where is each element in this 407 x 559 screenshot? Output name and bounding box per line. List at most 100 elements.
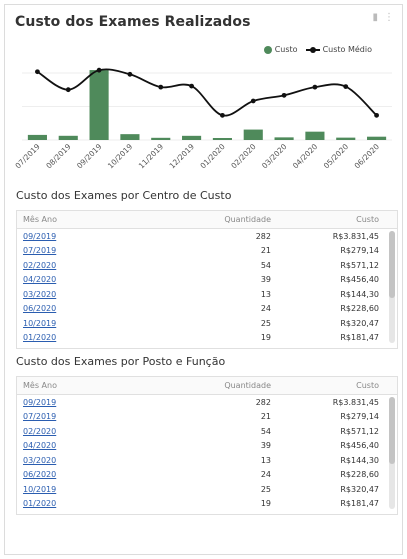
- point-custo-medio[interactable]: [220, 112, 225, 118]
- x-tick-label: 06/2020: [353, 142, 382, 171]
- x-tick-label: 10/2019: [106, 142, 135, 171]
- header-quantidade[interactable]: Quantidade: [224, 215, 271, 224]
- more-vertical-icon[interactable]: ⋮: [384, 12, 394, 23]
- point-custo-medio[interactable]: [312, 84, 318, 90]
- bar-custo[interactable]: [336, 137, 356, 140]
- cell-mes-ano[interactable]: 03/2020: [23, 289, 57, 299]
- cell-quantidade: 13: [260, 289, 271, 299]
- cell-mes-ano[interactable]: 09/2019: [23, 231, 57, 241]
- legend-item-custo-medio[interactable]: Custo Médio: [305, 45, 372, 54]
- page-title: Custo dos Exames Realizados: [15, 14, 251, 30]
- cell-mes-ano[interactable]: 06/2020: [23, 470, 57, 480]
- table-row[interactable]: 09/2019 282 R$3.831,45: [17, 395, 397, 410]
- legend-swatch-custo-medio: [305, 46, 320, 54]
- cell-mes-ano[interactable]: 04/2020: [23, 275, 57, 285]
- table-header: Mês Ano Quantidade Custo: [17, 377, 397, 395]
- scrollbar-thumb[interactable]: [389, 231, 395, 299]
- bar-custo[interactable]: [243, 129, 263, 140]
- header-quantidade[interactable]: Quantidade: [224, 381, 271, 390]
- table-header: Mês Ano Quantidade Custo: [17, 211, 397, 229]
- table-row[interactable]: 07/2019 21 R$279,14: [17, 244, 397, 259]
- point-custo-medio[interactable]: [65, 87, 71, 93]
- cell-custo: R$456,40: [340, 441, 379, 451]
- cell-custo: R$571,12: [340, 260, 379, 270]
- point-custo-medio[interactable]: [96, 67, 102, 73]
- bar-custo[interactable]: [274, 137, 294, 140]
- bar-custo[interactable]: [367, 136, 387, 140]
- table-posto-funcao: Mês Ano Quantidade Custo 09/2019 282 R$3.8…: [16, 376, 398, 515]
- scrollbar[interactable]: [389, 397, 395, 509]
- cell-custo: R$279,14: [340, 246, 379, 256]
- cell-quantidade: 21: [260, 412, 271, 422]
- point-custo-medio[interactable]: [189, 83, 194, 89]
- cell-custo: R$181,47: [340, 499, 379, 509]
- cell-mes-ano[interactable]: 01/2020: [23, 499, 57, 509]
- cell-custo: R$3.831,45: [332, 397, 379, 407]
- cell-mes-ano[interactable]: 07/2019: [23, 412, 57, 422]
- table-row[interactable]: 04/2020 39 R$456,40: [17, 273, 397, 288]
- cell-quantidade: 39: [260, 275, 271, 285]
- point-custo-medio[interactable]: [250, 98, 256, 104]
- cell-mes-ano[interactable]: 02/2020: [23, 426, 57, 436]
- header-custo[interactable]: Custo: [356, 215, 379, 224]
- table-row[interactable]: 07/2019 21 R$279,14: [17, 410, 397, 425]
- bar-custo[interactable]: [120, 134, 140, 140]
- cell-mes-ano[interactable]: 03/2020: [23, 455, 57, 465]
- table-row[interactable]: 01/2020 19 R$181,47: [17, 331, 397, 346]
- cell-mes-ano[interactable]: 09/2019: [23, 397, 57, 407]
- cell-quantidade: 24: [260, 304, 271, 314]
- table-row[interactable]: 10/2019 25 R$320,47: [17, 316, 397, 331]
- table-row[interactable]: 10/2019 25 R$320,47: [17, 482, 397, 497]
- cell-mes-ano[interactable]: 04/2020: [23, 441, 57, 451]
- legend-label-custo-medio: Custo Médio: [322, 45, 372, 54]
- cell-quantidade: 24: [260, 470, 271, 480]
- table-row[interactable]: 06/2020 24 R$228,60: [17, 302, 397, 317]
- table-row[interactable]: 02/2020 54 R$571,12: [17, 258, 397, 273]
- header-mes-ano[interactable]: Mês Ano: [23, 381, 57, 390]
- table-row[interactable]: 06/2020 24 R$228,60: [17, 468, 397, 483]
- cell-mes-ano[interactable]: 06/2020: [23, 304, 57, 314]
- cell-quantidade: 25: [260, 484, 271, 494]
- cell-mes-ano[interactable]: 02/2020: [23, 260, 57, 270]
- cell-mes-ano[interactable]: 07/2019: [23, 246, 57, 256]
- bar-custo[interactable]: [305, 131, 325, 140]
- x-tick-label: 02/2020: [229, 142, 258, 171]
- cell-custo: R$279,14: [340, 412, 379, 422]
- legend-item-custo[interactable]: Custo: [263, 45, 298, 54]
- cell-quantidade: 21: [260, 246, 271, 256]
- cell-mes-ano[interactable]: 01/2020: [23, 333, 57, 343]
- cell-custo: R$144,30: [340, 455, 379, 465]
- scrollbar-thumb[interactable]: [389, 397, 395, 465]
- legend-swatch-custo: [263, 45, 272, 54]
- table-row[interactable]: 02/2020 54 R$571,12: [17, 424, 397, 439]
- table-row[interactable]: 01/2020 19 R$181,47: [17, 497, 397, 512]
- legend-label-custo: Custo: [274, 45, 298, 54]
- bar-custo[interactable]: [89, 70, 109, 140]
- x-tick-label: 11/2019: [137, 142, 166, 171]
- cell-mes-ano[interactable]: 10/2019: [23, 318, 57, 328]
- table-row[interactable]: 04/2020 39 R$456,40: [17, 439, 397, 454]
- cell-quantidade: 39: [260, 441, 271, 451]
- point-custo-medio[interactable]: [158, 84, 164, 90]
- cell-quantidade: 19: [260, 333, 271, 343]
- point-custo-medio[interactable]: [127, 71, 133, 77]
- bar-custo[interactable]: [27, 134, 47, 140]
- table-row[interactable]: 09/2019 282 R$3.831,45: [17, 229, 397, 244]
- header-mes-ano[interactable]: Mês Ano: [23, 215, 57, 224]
- point-custo-medio[interactable]: [374, 112, 379, 118]
- bar-custo[interactable]: [182, 135, 202, 140]
- bar-custo[interactable]: [212, 137, 232, 140]
- scrollbar[interactable]: [389, 231, 395, 343]
- header-custo[interactable]: Custo: [356, 381, 379, 390]
- point-custo-medio[interactable]: [343, 84, 349, 90]
- comment-icon[interactable]: ▮: [372, 12, 378, 23]
- table-row[interactable]: 03/2020 13 R$144,30: [17, 287, 397, 302]
- bar-custo[interactable]: [151, 137, 171, 140]
- table-row[interactable]: 03/2020 13 R$144,30: [17, 453, 397, 468]
- cell-custo: R$144,30: [340, 289, 379, 299]
- point-custo-medio[interactable]: [35, 69, 40, 75]
- cell-mes-ano[interactable]: 10/2019: [23, 484, 57, 494]
- bar-custo[interactable]: [58, 135, 78, 140]
- table-body: 09/2019 282 R$3.831,45 07/2019 21 R$279,14 02/…: [17, 229, 397, 345]
- point-custo-medio[interactable]: [281, 92, 287, 98]
